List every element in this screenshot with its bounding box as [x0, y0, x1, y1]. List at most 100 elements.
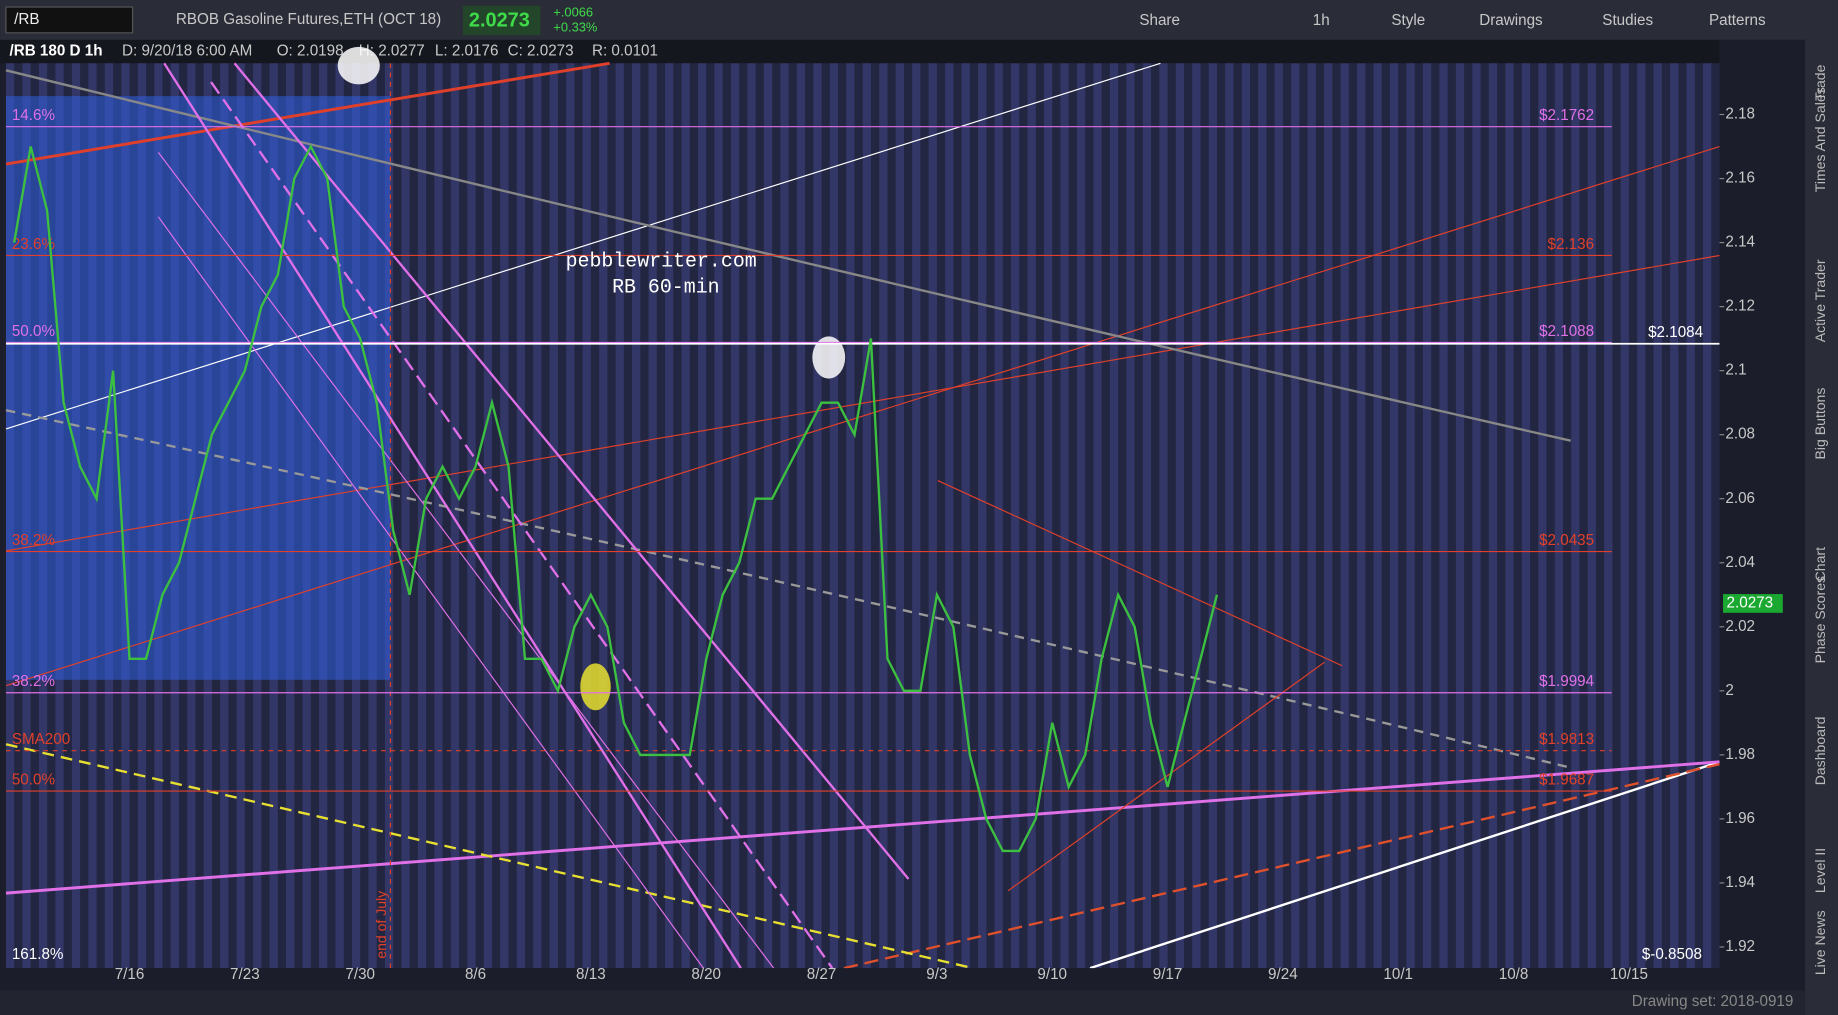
session-stripe: [1505, 63, 1514, 969]
info: L: 2.0176: [435, 43, 498, 60]
level-left-label: 50.0%: [12, 772, 55, 789]
session-stripe: [1340, 63, 1349, 969]
session-stripe: [978, 63, 987, 969]
session-stripe: [467, 63, 476, 969]
trendline: [5, 254, 1720, 552]
description: RBOB Gasoline Futures,ETH (OCT 18): [176, 11, 441, 28]
session-stripe: [401, 63, 410, 969]
session-stripe: [1406, 63, 1415, 969]
symbol-box[interactable]: [5, 6, 134, 34]
level-label: $2.0435: [1539, 532, 1594, 549]
session-stripe: [1291, 63, 1300, 969]
session-stripe: [1620, 63, 1629, 969]
session-stripe: [846, 63, 855, 969]
watermark: pebblewriter.com: [566, 250, 757, 273]
session-stripe: [928, 63, 937, 969]
button[interactable]: Studies: [1602, 12, 1653, 29]
session-stripe: [730, 63, 740, 969]
y-tick-label: 1.98: [1725, 746, 1755, 763]
session-stripe: [1373, 63, 1382, 969]
sidebar-tab[interactable]: Level II: [1812, 848, 1828, 893]
highlight-box: [5, 96, 391, 680]
channel: [157, 152, 775, 969]
level-label: $2.136: [1548, 236, 1595, 253]
sidebar-tab[interactable]: Phase Scores: [1812, 576, 1828, 663]
x-tick-label: 8/20: [691, 966, 721, 983]
x-tick-label: 7/30: [345, 966, 375, 983]
y-tick-label: 2.04: [1725, 554, 1755, 571]
x-tick-label: 8/27: [807, 966, 837, 983]
channel: [210, 81, 834, 969]
session-stripe: [1670, 63, 1679, 969]
highlight-oval: [337, 46, 380, 85]
y-tick-label: 2.16: [1725, 170, 1755, 187]
end-of-july: end of July: [373, 891, 389, 959]
button[interactable]: Style: [1391, 12, 1425, 29]
sidebar-tab[interactable]: Live News: [1812, 910, 1828, 975]
button[interactable]: Patterns: [1709, 12, 1766, 29]
last: 2.0273: [469, 9, 530, 31]
sidebar-tab[interactable]: Active Trader: [1812, 259, 1828, 342]
price-axis: [1719, 39, 1806, 969]
session-stripe: [1587, 63, 1596, 969]
last-price-badge: [1723, 594, 1783, 613]
x-tick-label: 9/17: [1153, 966, 1183, 983]
session-stripe: [450, 63, 460, 969]
trendline: [5, 62, 1161, 430]
session-stripe: [1521, 63, 1531, 969]
session-stripe: [1554, 63, 1563, 969]
session-stripe: [945, 63, 954, 969]
info-bar: [0, 39, 1720, 64]
info: R: 0.0101: [592, 43, 658, 60]
session-stripe: [516, 63, 525, 969]
session-stripe: [1274, 63, 1283, 969]
session-stripe: [1472, 63, 1481, 969]
y-tick-label: 2.02: [1725, 618, 1755, 635]
session-stripe: [1159, 63, 1168, 969]
symbol[interactable]: /RB: [14, 11, 39, 28]
price-line: [13, 143, 1219, 853]
level-left-label: 23.6%: [12, 236, 55, 253]
trendline: [5, 760, 1720, 895]
button[interactable]: 1h: [1313, 12, 1330, 29]
x-tick-label: 8/6: [465, 966, 486, 983]
session-stripe: [665, 63, 674, 969]
y-tick-label: 1.96: [1725, 810, 1755, 827]
session-stripe: [500, 63, 509, 969]
level-left-label: 50.0%: [12, 323, 55, 340]
channel: [233, 62, 910, 880]
sidebar-tab[interactable]: Times And Sales: [1812, 87, 1828, 192]
sidebar-tab[interactable]: Chart: [1812, 547, 1828, 581]
trendline: [1007, 661, 1325, 892]
y-tick-label: 1.94: [1725, 874, 1755, 891]
session-stripe: [796, 63, 806, 969]
highlight-oval: [580, 663, 611, 711]
level-label: $2.1088: [1539, 323, 1594, 340]
session-stripe: [1389, 63, 1399, 969]
session-stripe: [582, 63, 591, 969]
session-stripe: [780, 63, 789, 969]
session-stripe: [1538, 63, 1547, 969]
sidebar-tab[interactable]: Dashboard: [1812, 717, 1828, 786]
last-price-label: 2.0273: [1727, 594, 1774, 611]
trendline: [5, 61, 610, 166]
x-tick-label: 10/15: [1610, 966, 1648, 983]
session-stripe: [615, 63, 624, 969]
date-axis: [0, 968, 1806, 991]
level-left-label: 14.6%: [12, 107, 55, 124]
x-tick-label: 9/3: [926, 966, 947, 983]
sidebar-tab[interactable]: Trade: [1812, 64, 1828, 100]
change: +.0066: [553, 4, 593, 19]
session-stripe: [1142, 63, 1152, 969]
trendline: [5, 145, 1720, 687]
extension-price: $-0.8508: [1642, 946, 1702, 963]
session-stripe: [1109, 63, 1119, 969]
button[interactable]: Share: [1139, 12, 1180, 29]
y-tick-label: 2.06: [1725, 490, 1755, 507]
button[interactable]: Drawings: [1479, 12, 1543, 29]
session-stripe: [813, 63, 822, 969]
change-pct: +0.33%: [553, 20, 597, 35]
sidebar-tab[interactable]: Big Buttons: [1812, 388, 1828, 460]
arc: [5, 409, 1571, 769]
